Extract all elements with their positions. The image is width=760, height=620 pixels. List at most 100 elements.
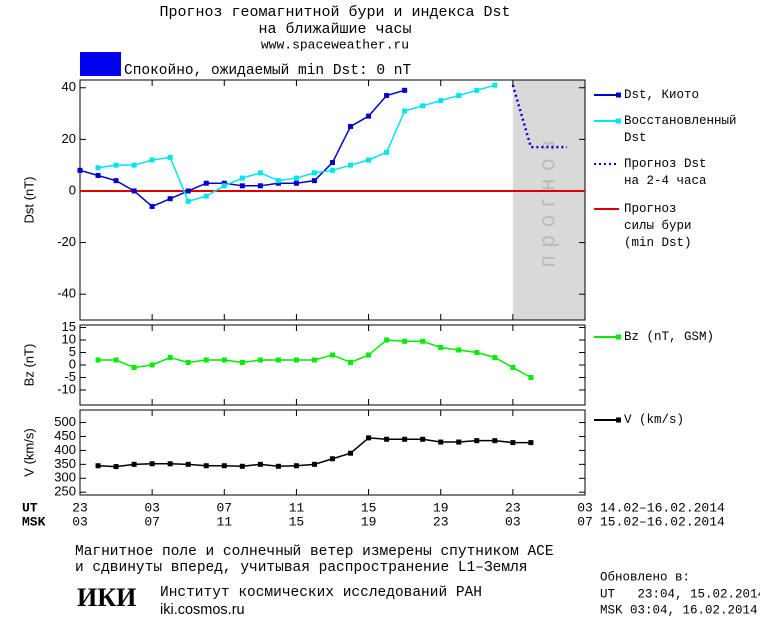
data-point [402, 436, 408, 442]
forecast-label: прогноз [535, 133, 560, 268]
x-tick-label: 03 [144, 500, 160, 515]
data-point [221, 463, 227, 469]
y-tick-label: 10 [62, 331, 76, 346]
legend-swatch [616, 92, 621, 98]
data-point [221, 183, 227, 189]
data-point [456, 439, 462, 445]
status-text: Спокойно, ожидаемый min Dst: 0 nT [124, 62, 411, 79]
y-axis-label: Bz (nT) [21, 344, 36, 387]
data-point [366, 113, 372, 119]
legend-swatch [616, 417, 621, 423]
data-point [384, 92, 390, 98]
data-point [149, 203, 155, 209]
y-tick-label: 300 [54, 470, 76, 485]
data-point [366, 435, 372, 441]
data-point [311, 178, 317, 184]
x-tick-label-msk: 07 [577, 514, 593, 529]
updated: MSK 03:04, 16.02.2014 [600, 603, 758, 617]
data-point [113, 178, 119, 184]
data-point [420, 436, 426, 442]
note: и сдвинуты вперед, учитывая распростране… [75, 560, 527, 576]
data-point [311, 461, 317, 467]
data-point [239, 463, 245, 469]
data-point [203, 463, 209, 469]
data-point [185, 188, 191, 194]
data-point [167, 461, 173, 467]
data-point [257, 357, 263, 363]
legend-label: Прогноз силы бури (min Dst) [624, 202, 692, 250]
data-point [330, 352, 335, 358]
data-point [348, 123, 354, 129]
y-tick-label: 400 [54, 442, 76, 457]
data-point [366, 157, 372, 163]
x-tick-label: 03 [577, 500, 593, 515]
data-point [239, 183, 245, 189]
data-point [293, 175, 299, 181]
data-point [384, 436, 390, 442]
data-point [203, 357, 209, 363]
data-point [456, 347, 462, 353]
x-tick-label: 07 [216, 500, 232, 515]
updated: UT 23:04, 15.02.2014 [600, 587, 760, 601]
data-point [330, 456, 335, 462]
forecast-region [512, 80, 585, 320]
y-tick-label: 500 [54, 414, 76, 429]
data-point [77, 167, 83, 173]
y-tick-label: 15 [62, 319, 76, 334]
data-point [167, 355, 173, 360]
x-date-range: 15.02–16.02.2014 [600, 514, 725, 529]
data-point [330, 167, 335, 173]
data-point [293, 357, 299, 363]
x-tick-label: 19 [433, 500, 449, 515]
data-point [95, 165, 101, 171]
data-point [510, 440, 516, 446]
y-tick-label: -20 [57, 234, 76, 249]
x-tick-label-msk: 07 [144, 514, 160, 529]
legend-label: Прогноз Dst на 2-4 часа [624, 157, 707, 188]
x-tick-label-msk: 19 [361, 514, 377, 529]
url: www.spaceweather.ru [261, 37, 409, 52]
data-point [185, 360, 191, 365]
x-tick-label-msk: 03 [505, 514, 521, 529]
x-row-label: UT [22, 500, 38, 515]
data-point [438, 439, 444, 445]
data-point [185, 461, 191, 467]
y-tick-label: 0 [69, 356, 76, 371]
y-tick-label: 20 [62, 131, 76, 146]
legend-label: Bz (nT, GSM) [624, 330, 715, 344]
subtitle: на ближайшие часы [258, 21, 411, 38]
data-point [203, 180, 209, 186]
data-point [95, 172, 101, 178]
legend-swatch [616, 118, 621, 124]
status-box [80, 52, 121, 76]
y-tick-label: 450 [54, 428, 76, 443]
x-row-label: MSK [22, 514, 46, 529]
data-point [384, 149, 390, 155]
data-point [221, 357, 227, 363]
data-point [420, 338, 426, 344]
x-date-range: 14.02–16.02.2014 [600, 500, 725, 515]
data-point [402, 108, 408, 114]
data-point [492, 438, 498, 444]
data-point [311, 357, 317, 363]
data-point [131, 365, 137, 370]
data-point [95, 357, 101, 363]
x-tick-label: 11 [289, 500, 305, 515]
data-point [474, 438, 480, 444]
data-point [113, 357, 119, 363]
y-tick-label: -5 [64, 369, 76, 384]
data-point [149, 461, 155, 467]
y-tick-label: 40 [62, 79, 76, 94]
data-point [257, 170, 263, 176]
plot-frame [79, 409, 586, 496]
data-point [167, 154, 173, 160]
data-point [311, 170, 317, 176]
data-point [384, 337, 390, 343]
data-point [257, 461, 263, 467]
data-point [239, 360, 245, 365]
data-point [275, 178, 281, 184]
data-point [492, 355, 498, 360]
data-point [402, 338, 408, 344]
data-point [474, 350, 480, 355]
